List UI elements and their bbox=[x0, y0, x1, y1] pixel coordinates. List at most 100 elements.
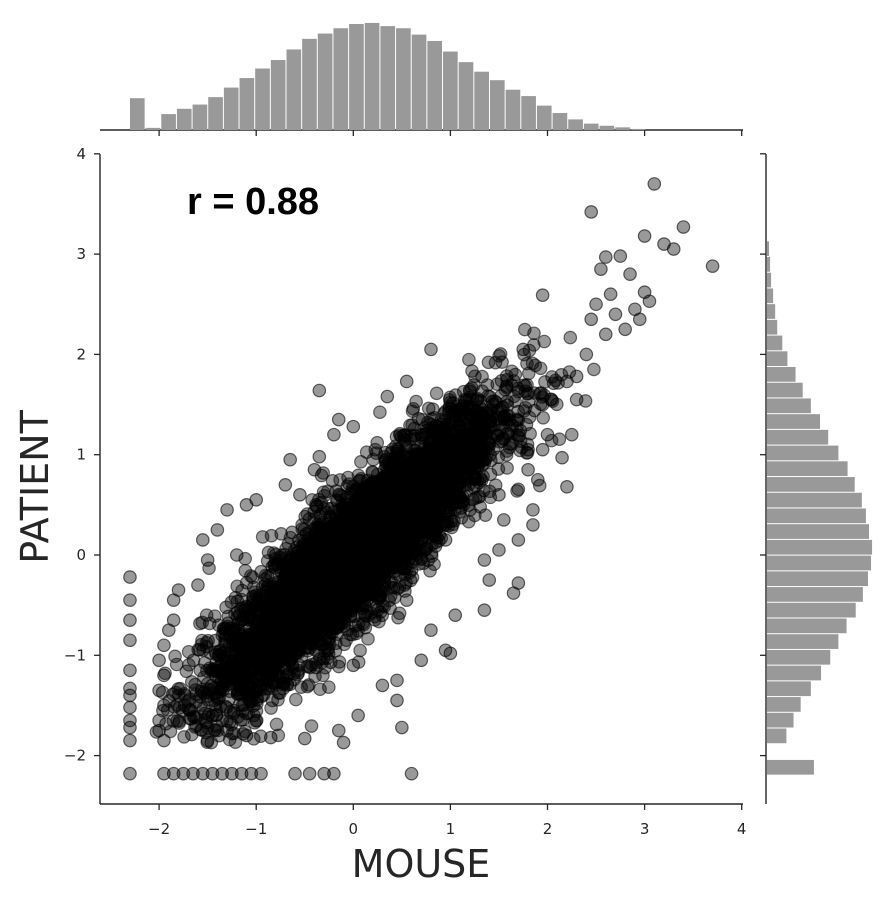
scatter-point bbox=[569, 369, 584, 384]
scatter-point bbox=[321, 502, 336, 516]
scatter-point bbox=[374, 589, 388, 604]
y-hist-bar bbox=[767, 304, 776, 319]
x-hist-bar bbox=[145, 127, 161, 130]
scatter-point bbox=[598, 250, 613, 264]
scatter-point bbox=[404, 563, 419, 577]
scatter-point bbox=[438, 533, 453, 547]
scatter-point bbox=[481, 355, 496, 370]
scatter-point bbox=[321, 680, 336, 694]
scatter-point bbox=[560, 479, 574, 494]
x-hist-bar bbox=[192, 104, 208, 130]
scatter-point bbox=[234, 592, 249, 607]
x-hist-bar bbox=[536, 105, 552, 130]
x-hist-bar bbox=[349, 24, 364, 130]
scatter-point bbox=[300, 641, 315, 655]
scatter-point bbox=[441, 488, 456, 502]
scatter-point bbox=[316, 668, 330, 683]
scatter-point bbox=[123, 613, 137, 627]
scatter-point bbox=[162, 623, 176, 638]
scatter-point bbox=[424, 342, 438, 357]
scatter-point bbox=[265, 559, 280, 574]
scatter-point bbox=[186, 653, 201, 668]
scatter-point bbox=[569, 392, 584, 407]
scatter-point bbox=[527, 326, 541, 341]
scatter-point bbox=[603, 287, 618, 302]
scatter-point bbox=[229, 548, 244, 562]
scatter-point bbox=[177, 730, 191, 744]
scatter-point bbox=[304, 719, 319, 733]
scatter-point bbox=[467, 457, 482, 472]
scatter-point bbox=[299, 621, 314, 635]
scatter-point bbox=[152, 683, 166, 698]
scatter-point bbox=[482, 573, 497, 587]
scatter-point bbox=[526, 503, 540, 517]
scatter-point bbox=[123, 733, 137, 748]
scatter-point bbox=[316, 651, 331, 666]
scatter-points bbox=[123, 177, 720, 781]
scatter-point bbox=[540, 427, 555, 442]
scatter-point bbox=[193, 616, 207, 631]
scatter-point bbox=[226, 621, 241, 636]
scatter-point bbox=[361, 520, 376, 535]
scatter-point bbox=[492, 488, 506, 502]
x-hist-bar bbox=[364, 22, 380, 130]
scatter-point bbox=[397, 457, 412, 471]
scatter-point bbox=[465, 381, 479, 396]
x-tick-label: −1 bbox=[245, 820, 267, 838]
scatter-point bbox=[300, 679, 315, 694]
scatter-point bbox=[276, 603, 290, 618]
x-hist-bar bbox=[317, 33, 333, 130]
x-hist-bar bbox=[333, 28, 349, 131]
scatter-point bbox=[312, 383, 327, 398]
y-hist-bar bbox=[767, 602, 856, 618]
scatter-point bbox=[455, 423, 470, 437]
scatter-point bbox=[166, 593, 181, 607]
scatter-point bbox=[246, 580, 261, 595]
y-tick-label: −1 bbox=[64, 646, 86, 664]
scatter-point bbox=[521, 462, 535, 477]
y-hist-bar bbox=[767, 272, 772, 288]
y-hist-bar bbox=[767, 681, 811, 697]
scatter-point bbox=[637, 229, 652, 243]
x-tick-label: 4 bbox=[737, 820, 747, 838]
scatter-point bbox=[271, 728, 286, 743]
scatter-point bbox=[521, 442, 535, 457]
x-hist-bar bbox=[129, 98, 145, 130]
scatter-point bbox=[400, 519, 415, 534]
scatter-point bbox=[349, 626, 364, 641]
y-hist-bar bbox=[767, 445, 839, 461]
scatter-point bbox=[435, 459, 449, 474]
scatter-point bbox=[526, 518, 540, 532]
scatter-point bbox=[587, 362, 601, 377]
scatter-point bbox=[414, 653, 429, 668]
scatter-point bbox=[500, 461, 514, 475]
scatter-point bbox=[351, 468, 366, 483]
y-tick-label: −2 bbox=[64, 747, 86, 765]
x-hist-bar bbox=[583, 123, 599, 130]
scatter-point bbox=[370, 603, 385, 617]
scatter-point bbox=[520, 378, 534, 392]
scatter-point bbox=[228, 735, 243, 750]
x-hist-bar bbox=[521, 96, 536, 130]
y-hist-bar bbox=[767, 477, 855, 492]
scatter-point bbox=[424, 518, 438, 532]
scatter-point bbox=[493, 423, 507, 438]
y-hist-bar bbox=[767, 524, 869, 539]
scatter-point bbox=[316, 548, 331, 563]
scatter-point bbox=[210, 523, 225, 537]
scatter-point bbox=[594, 262, 608, 276]
scatter-point bbox=[325, 474, 340, 488]
y-hist-bar bbox=[767, 398, 811, 414]
x-hist-bar bbox=[286, 49, 302, 130]
scatter-point bbox=[346, 419, 361, 434]
scatter-point bbox=[462, 352, 476, 367]
scatter-point bbox=[394, 499, 408, 514]
scatter-point bbox=[123, 766, 137, 781]
y-hist-bar bbox=[767, 618, 847, 634]
scatter-point bbox=[271, 587, 285, 602]
scatter-point bbox=[555, 450, 569, 465]
scatter-point bbox=[370, 492, 385, 506]
scatter-point bbox=[499, 379, 514, 393]
x-hist-bar bbox=[396, 28, 411, 131]
